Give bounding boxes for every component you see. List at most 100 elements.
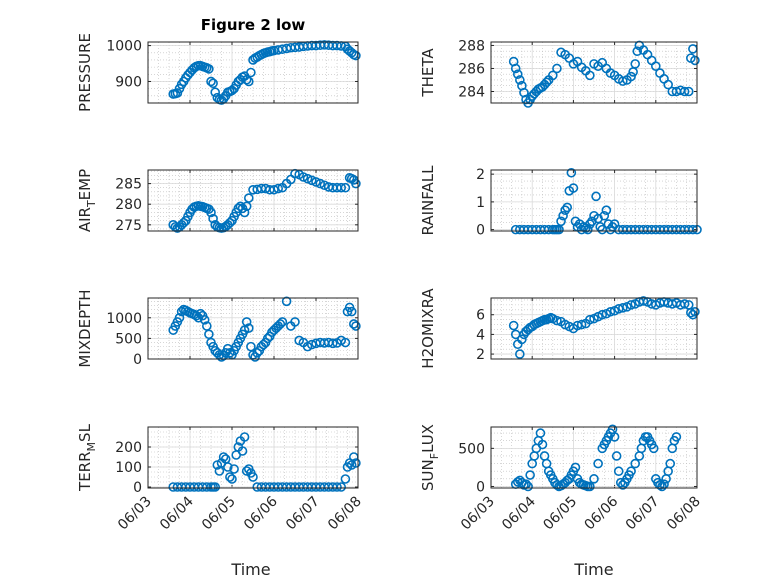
x-tick-label: 06/05 [199,494,239,534]
y-tick-label: 4 [476,327,485,343]
data-point [239,432,250,442]
data-point [336,482,347,492]
data-point [671,432,682,442]
data-point [583,224,593,235]
data-point [626,466,636,477]
y-axis-label-subscript: T [85,200,98,208]
data-point [679,299,690,309]
y-axis-label: RAINFALL [419,165,437,236]
y-axis-label: H2OMIXRA [419,288,437,369]
data-point [599,210,610,221]
y-tick-label: 0 [476,223,485,239]
data-point [327,338,338,349]
subplot-5: 0 500 1000 MIXDEPTH [76,289,361,368]
data-point [340,337,351,348]
data-point [306,175,317,186]
data-point [591,191,601,202]
y-axis-label-subscript: M [85,442,98,452]
data-point [655,480,665,490]
data-point [601,205,612,216]
data-point [589,474,599,484]
y-tick-label: 500 [115,331,142,347]
y-tick-label: 100 [115,460,142,476]
data-point [237,446,248,456]
y-axis-label-main: RAINFALL [419,165,437,236]
data-point [244,193,254,203]
data-point [618,76,628,86]
y-axis-label-main: PRESSURE [76,33,94,112]
x-axis-label-left: Time [230,560,270,579]
series-markers [168,296,361,362]
y-tick-label: 0 [476,479,485,495]
data-point [319,180,330,191]
data-point [223,462,233,472]
data-point [552,480,562,490]
y-axis-label-main: MIXDEPTH [76,289,94,367]
data-point [552,63,562,74]
data-point [241,74,252,85]
data-point [648,443,659,454]
axes-frame [490,169,698,232]
data-point [281,296,292,307]
data-point [609,432,620,442]
data-point [336,182,347,193]
axes-frame [147,169,359,232]
data-point [686,307,696,318]
data-point [523,481,533,492]
y-tick-label: 0 [133,480,142,496]
y-axis-label-tail: LUX [419,424,437,453]
data-point [663,79,673,90]
y-tick-label: 6 [476,308,485,324]
data-point [541,77,552,88]
data-point [597,309,608,320]
data-point [244,323,254,333]
data-point [638,296,649,306]
x-tick-label: 06/03 [458,494,498,534]
y-axis-label-main: TERR [76,451,94,492]
data-point [585,314,595,325]
axes-frame [147,426,359,489]
y-axis-label: THETA [419,48,437,98]
data-point [351,321,361,331]
y-axis-label: AIRTEMP [76,169,98,232]
y-tick-label: 286 [458,61,485,77]
data-point [340,182,351,193]
figure-title: Figure 2 low [201,16,306,34]
subplot-2: 284 286 288 THETA [419,38,700,108]
y-tick-label: 2 [476,347,485,363]
data-point [218,452,229,462]
data-point [576,319,587,330]
y-axis-label-main: THETA [419,48,437,98]
data-point [210,87,220,98]
x-tick-label: 06/05 [540,494,580,534]
data-point [626,300,636,310]
y-axis-label-tail: EMP [76,169,94,200]
y-tick-label: 285 [115,177,142,193]
data-point [517,334,527,345]
data-point [570,462,581,473]
subplot-3: 275 280 285 AIRTEMP [76,169,361,234]
x-tick-label: 06/03 [115,494,155,534]
data-point [537,439,548,450]
x-tick-label: 06/06 [582,493,622,533]
data-point [613,466,624,477]
data-point [568,183,579,193]
data-point [632,46,643,57]
x-tick-label: 06/04 [157,493,197,533]
series-markers [168,432,361,492]
series-markers [168,40,361,105]
data-point [298,172,309,182]
data-point [275,319,286,329]
data-point [585,481,595,492]
data-point [630,59,641,69]
y-axis-label: MIXDEPTH [76,289,94,367]
data-point [273,183,284,194]
data-point [566,167,577,178]
data-point [508,320,519,331]
y-axis-label-tail: SL [76,423,94,442]
data-point [611,451,622,461]
data-point [552,315,562,326]
x-axis-label-right: Time [573,560,613,579]
